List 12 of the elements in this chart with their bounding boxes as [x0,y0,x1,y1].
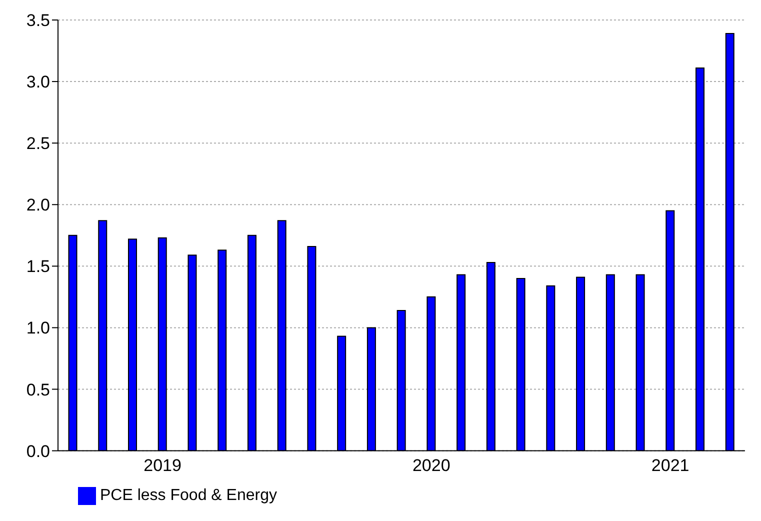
y-tick-label: 3.5 [26,11,50,30]
x-tick-label: 2021 [651,456,690,475]
y-tick-label: 0.0 [26,442,50,461]
y-tick-label: 3.0 [26,72,50,92]
y-tick-label: 1.5 [26,257,50,276]
x-tick-label: 2019 [144,456,182,475]
y-tick-label: 2.5 [26,134,50,154]
legend-label: PCE less Food & Energy [100,487,277,504]
y-tick-label: 2.0 [26,196,50,215]
x-tick-label: 2020 [412,456,450,475]
y-tick-label: 1.0 [26,318,50,338]
y-tick-label: 0.5 [26,380,50,400]
